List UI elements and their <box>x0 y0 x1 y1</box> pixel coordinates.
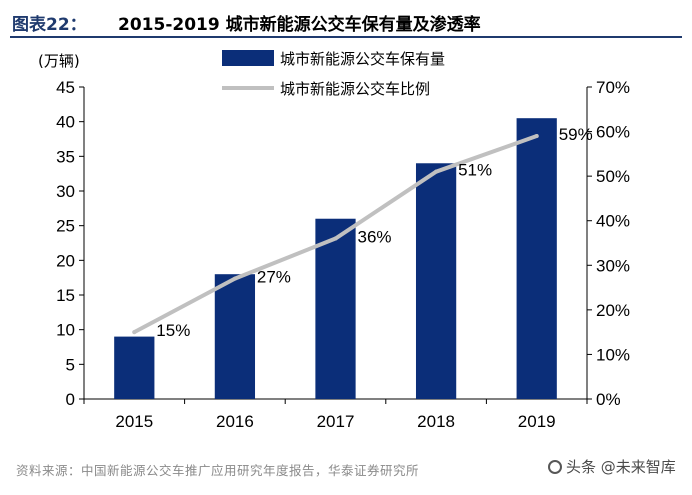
y2-tick-label: 30% <box>596 256 630 275</box>
x-tick-label: 2017 <box>317 412 355 431</box>
legend: 城市新能源公交车保有量 城市新能源公交车比例 <box>222 50 445 98</box>
legend-bar-swatch <box>222 50 274 66</box>
y2-tick-label: 0% <box>596 390 621 409</box>
ratio-data-label: 15% <box>156 321 190 340</box>
legend-line-label: 城市新能源公交车比例 <box>280 80 430 98</box>
y2-tick-label: 20% <box>596 301 630 320</box>
axes: 0 5 10 15 20 25 30 35 40 45 0% 10% 20% 30% 40% 50% 60% 70… <box>56 78 630 431</box>
bar <box>114 336 155 399</box>
y2-tick-label: 50% <box>596 167 630 186</box>
watermark-text: 头条 @未来智库 <box>566 458 676 476</box>
line-series <box>132 134 539 335</box>
watermark: 头条 @未来智库 <box>548 456 676 477</box>
y-tick-label: 30 <box>56 182 75 201</box>
legend-bar-label: 城市新能源公交车保有量 <box>280 50 445 68</box>
y-tick-label: 45 <box>56 78 75 97</box>
bar <box>516 118 557 399</box>
ratio-point <box>333 236 338 241</box>
chart-title: 2015-2019 城市新能源公交车保有量及渗透率 <box>118 15 481 35</box>
y-tick-label: 40 <box>56 113 75 132</box>
y-tick-label: 10 <box>56 321 75 340</box>
y-tick-label: 20 <box>56 251 75 270</box>
ratio-point <box>434 169 439 174</box>
point-labels: 15% 27% 36% 51% 59% <box>156 125 592 340</box>
bars <box>114 118 557 399</box>
x-tick-label: 2016 <box>216 412 254 431</box>
y2-tick-label: 60% <box>596 123 630 142</box>
bar <box>214 274 256 399</box>
y-tick-label: 5 <box>66 355 75 374</box>
y-axis-unit: (万辆) <box>38 52 80 70</box>
watermark-icon <box>548 460 562 474</box>
bar <box>315 218 356 399</box>
x-tick-label: 2015 <box>115 412 153 431</box>
ratio-data-label: 27% <box>257 268 291 287</box>
ratio-data-label: 59% <box>559 125 593 144</box>
title-bar: 图表22： 2015-2019 城市新能源公交车保有量及渗透率 <box>10 4 682 38</box>
y2-tick-label: 10% <box>596 345 630 364</box>
ratio-point <box>132 330 137 335</box>
ratio-point <box>232 276 237 281</box>
y-tick-label: 15 <box>56 286 75 305</box>
y2-tick-label: 70% <box>596 78 630 97</box>
y-tick-label: 25 <box>56 217 75 236</box>
ratio-data-label: 36% <box>358 228 392 247</box>
x-tick-label: 2019 <box>518 412 556 431</box>
source-note: 资料来源：中国新能源公交车推广应用研究年度报告，华泰证券研究所 <box>16 463 420 478</box>
ratio-point <box>534 134 539 139</box>
x-tick-label: 2018 <box>417 412 455 431</box>
ratio-data-label: 51% <box>458 161 492 180</box>
y-tick-label: 0 <box>66 390 75 409</box>
bar <box>415 163 457 399</box>
y-tick-label: 35 <box>56 147 75 166</box>
y2-tick-label: 40% <box>596 212 630 231</box>
figure-label: 图表22： <box>12 15 87 35</box>
